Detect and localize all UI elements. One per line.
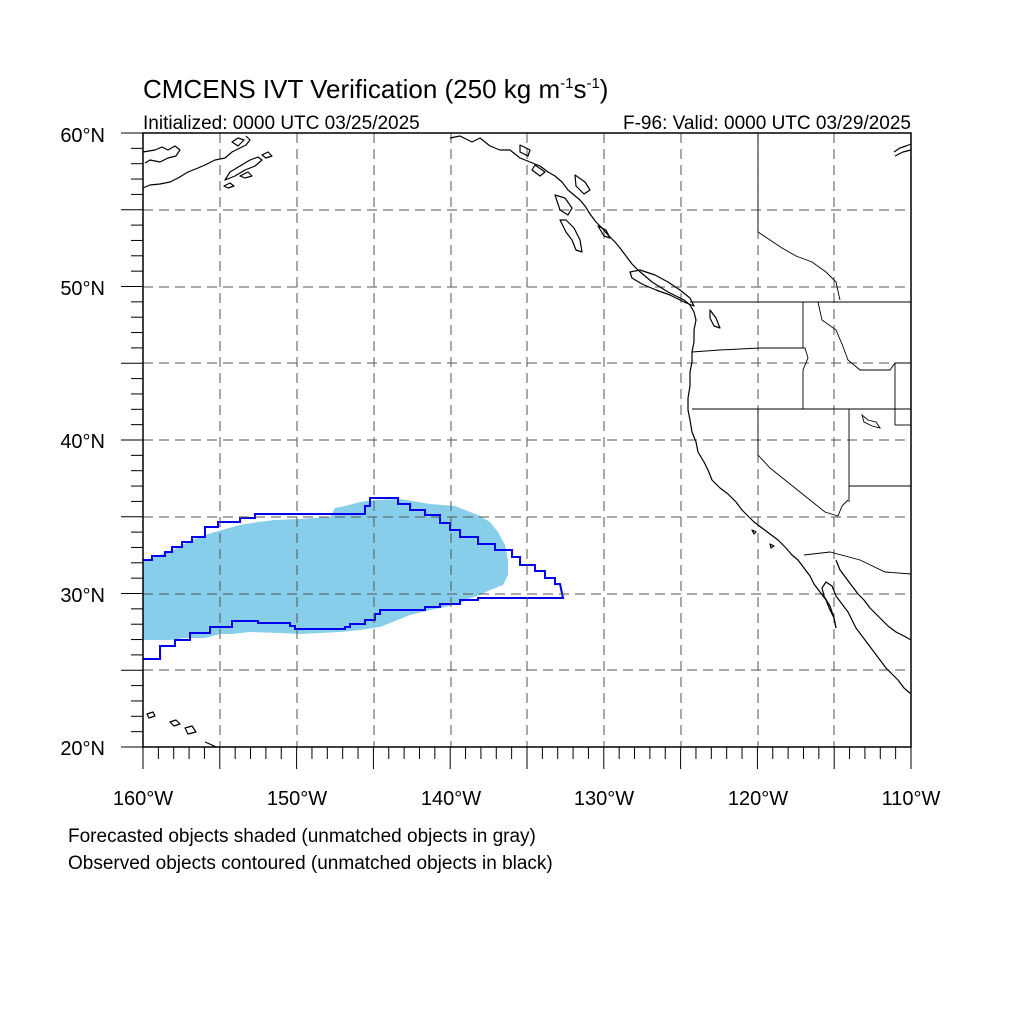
graticule: [143, 133, 911, 747]
coastlines: [142, 135, 912, 748]
initialized-label: Initialized: 0000 UTC 03/25/2025: [143, 113, 420, 134]
valid-label: F-96: Valid: 0000 UTC 03/29/2025: [623, 113, 911, 134]
latitude-labels: 60°N 50°N 40°N 30°N 20°N: [60, 125, 105, 760]
lat-label-30n: 30°N: [60, 585, 105, 607]
lon-label-150w: 150°W: [267, 788, 327, 810]
political-boundaries: [690, 133, 912, 575]
axis-ticks: [121, 132, 912, 769]
lon-label-160w: 160°W: [113, 788, 173, 810]
lon-label-110w: 110°W: [882, 788, 941, 810]
lat-label-40n: 40°N: [60, 431, 105, 453]
forecast-object: [143, 499, 508, 640]
lat-label-20n: 20°N: [60, 738, 105, 760]
note-forecast: Forecasted objects shaded (unmatched obj…: [68, 826, 536, 847]
map-title: CMCENS IVT Verification (250 kg m-1s-1): [143, 74, 608, 104]
lon-label-140w: 140°W: [421, 788, 481, 810]
lon-label-130w: 130°W: [574, 788, 634, 810]
lon-label-120w: 120°W: [728, 788, 788, 810]
note-observed: Observed objects contoured (unmatched ob…: [68, 853, 553, 874]
lat-label-60n: 60°N: [60, 125, 105, 147]
lat-label-50n: 50°N: [60, 278, 105, 300]
longitude-labels: 160°W 150°W 140°W 130°W 120°W 110°W: [113, 788, 941, 810]
